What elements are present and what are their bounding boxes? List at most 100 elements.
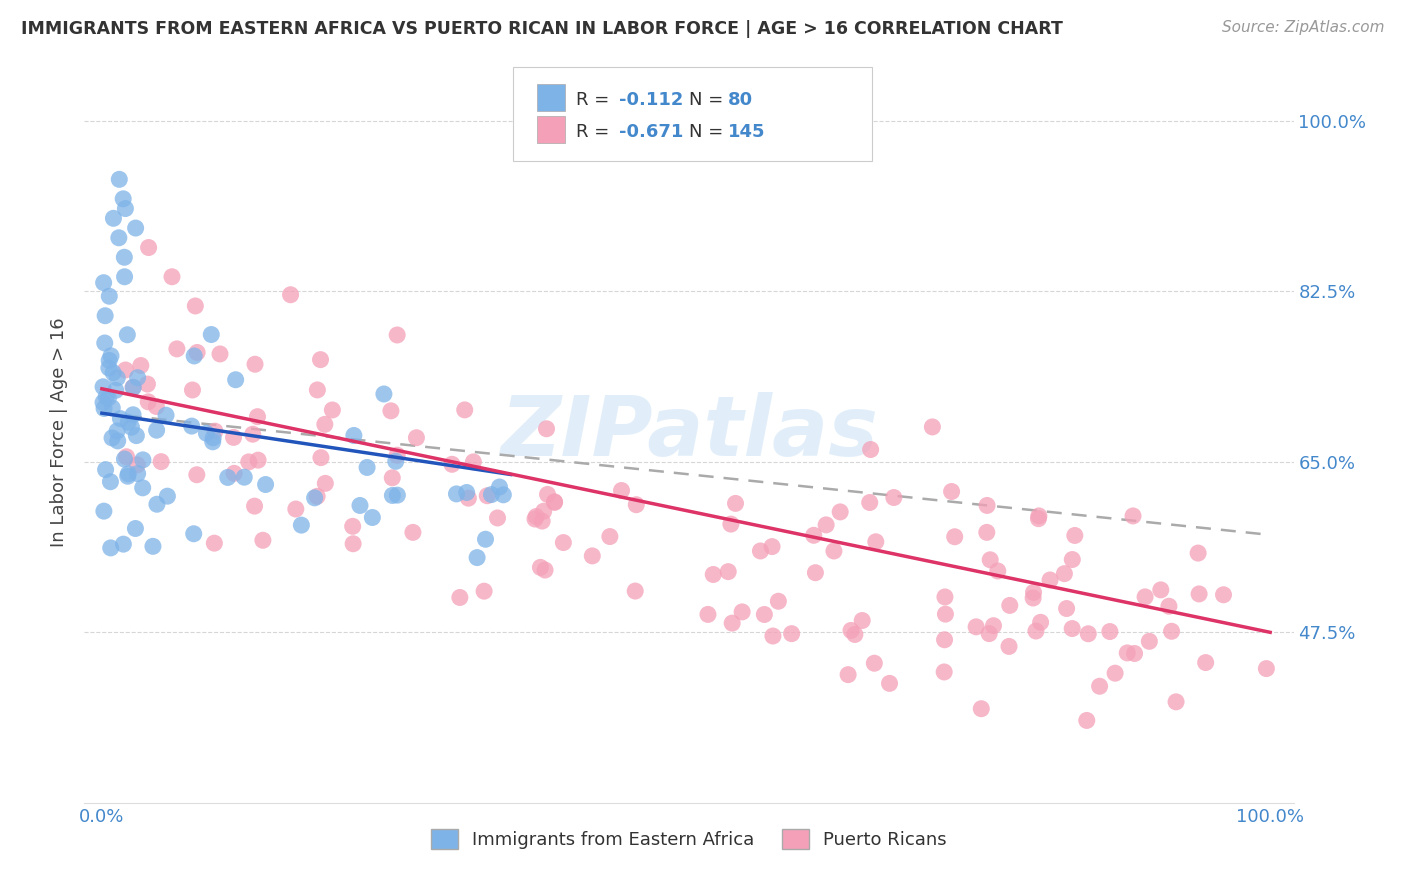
Point [342,537,364,551]
Point [127,370,149,384]
Point [204,424,226,438]
Point [529,560,551,574]
Point [1063,528,1085,542]
Point [1077,627,1099,641]
Point [361,510,384,524]
Point [1195,656,1218,670]
Point [122,380,145,394]
Point [859,495,882,509]
Point [208,347,231,361]
Point [304,491,326,505]
Point [373,387,395,401]
Point [481,487,503,501]
Point [93,504,115,518]
Point [155,409,177,423]
Point [233,470,256,484]
Point [225,373,247,387]
Point [309,450,332,465]
Point [127,458,149,472]
Point [943,530,966,544]
Point [146,497,169,511]
Point [859,442,882,457]
Point [380,404,402,418]
Point [138,240,160,255]
Point [114,452,136,467]
Text: IMMIGRANTS FROM EASTERN AFRICA VS PUERTO RICAN IN LABOR FORCE | AGE > 16 CORRELA: IMMIGRANTS FROM EASTERN AFRICA VS PUERTO… [21,20,1063,37]
Point [477,489,499,503]
Point [492,488,515,502]
Text: -0.671: -0.671 [619,123,683,141]
Point [145,400,167,414]
Point [136,377,159,392]
Point [238,455,260,469]
Point [110,411,132,425]
Point [456,485,478,500]
Point [1164,695,1187,709]
Point [121,420,143,434]
Point [183,526,205,541]
Point [702,567,724,582]
Point [290,518,312,533]
Point [724,496,747,510]
Point [91,380,114,394]
Point [536,487,558,501]
Point [180,419,202,434]
Point [112,192,135,206]
Point [160,269,183,284]
Point [108,231,131,245]
Point [342,519,364,533]
Point [823,544,845,558]
Point [1157,599,1180,614]
Point [112,250,135,264]
Point [1039,573,1062,587]
Point [385,328,408,343]
Point [1256,662,1278,676]
Point [114,363,136,377]
Point [125,428,148,442]
Point [1062,552,1084,566]
Point [101,431,124,445]
Point [626,498,648,512]
Point [100,541,122,555]
Point [754,607,776,622]
Point [93,401,115,416]
Point [186,467,208,482]
Point [976,499,998,513]
Point [762,629,785,643]
Point [970,702,993,716]
Point [122,408,145,422]
Point [1062,622,1084,636]
Point [1212,588,1234,602]
Point [384,454,406,468]
Point [803,528,825,542]
Text: N =: N = [689,91,728,109]
Point [93,276,115,290]
Point [132,453,155,467]
Point [804,566,827,580]
Point [247,453,270,467]
Point [150,455,173,469]
Point [1137,634,1160,648]
Point [581,549,603,563]
Point [217,470,239,484]
Point [534,563,557,577]
Text: Source: ZipAtlas.com: Source: ZipAtlas.com [1222,20,1385,35]
Point [385,448,408,462]
Point [280,287,302,301]
Point [921,420,943,434]
Point [117,467,139,481]
Point [780,626,803,640]
Point [983,618,1005,632]
Text: -0.112: -0.112 [619,91,683,109]
Point [243,499,266,513]
Point [309,352,332,367]
Point [246,409,269,424]
Point [243,357,266,371]
Point [1123,647,1146,661]
Point [998,599,1021,613]
Point [145,423,167,437]
Point [349,499,371,513]
Point [488,480,510,494]
Point [200,327,222,342]
Point [543,495,565,509]
